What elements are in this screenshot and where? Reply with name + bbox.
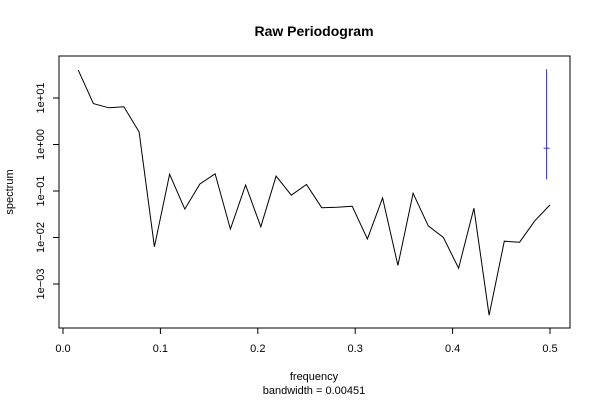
bandwidth-marker [543,69,550,180]
x-tick-label: 0.2 [250,343,265,355]
x-tick-label: 0.5 [542,343,557,355]
series-layer [77,69,551,316]
x-tick-label: 0.3 [348,343,363,355]
x-axis-label: frequency [290,371,339,383]
spectrum-line [77,69,551,316]
y-tick-label: 1e−03 [35,269,47,300]
y-tick-label: 1e−02 [35,222,47,253]
x-axis: 0.0 0.1 0.2 0.3 0.4 0.5 [55,327,558,355]
y-tick-label: 1e+00 [35,129,47,160]
x-tick-label: 0.1 [153,343,168,355]
y-tick-label: 1e+01 [35,83,47,114]
x-tick-label: 0.0 [55,343,70,355]
y-axis: 1e+01 1e+00 1e−01 1e−02 1e−03 [35,83,60,300]
x-tick-label: 0.4 [445,343,460,355]
chart-title: Raw Periodogram [254,23,373,39]
y-tick-label: 1e−01 [35,176,47,207]
y-axis-label: spectrum [4,169,16,214]
bandwidth-label: bandwidth = 0.00451 [263,385,365,397]
plot-frame [58,55,571,329]
